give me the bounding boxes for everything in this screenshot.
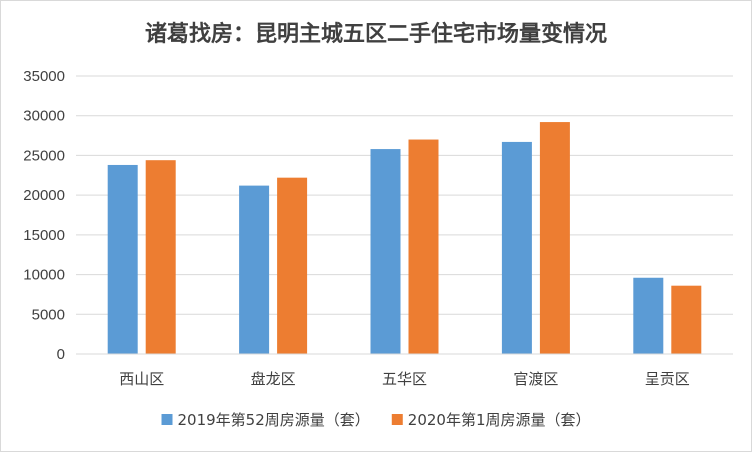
bar-series-2020-3: [539, 122, 570, 354]
bar-series-2020-4: [671, 285, 702, 354]
legend-label: 2019年第52周房源量（套）: [178, 411, 370, 429]
x-category-label: 五华区: [382, 370, 427, 388]
legend-item: 2020年第1周房源量（套）: [391, 411, 591, 429]
bar-series-2019-0: [107, 164, 138, 354]
y-axis-tick-labels: 0 5000 10000 15000 20000 25000 30000 35000: [23, 68, 65, 363]
bar-series-2019-2: [370, 149, 401, 354]
x-category-label: 官渡区: [513, 370, 558, 388]
x-category-label: 呈贡区: [645, 370, 690, 388]
y-tick-label: 35000: [23, 68, 65, 85]
legend-label: 2020年第1周房源量（套）: [408, 411, 591, 429]
bar-series-2020-1: [277, 177, 308, 354]
y-tick-label: 5000: [32, 306, 65, 323]
bar-series-2019-1: [239, 185, 270, 354]
y-tick-label: 25000: [23, 147, 65, 164]
legend-item: 2019年第52周房源量（套）: [161, 411, 370, 429]
bar-series-2019-3: [501, 141, 532, 354]
bar-series-2019-4: [633, 277, 664, 354]
y-tick-label: 15000: [23, 227, 65, 244]
bars: [107, 122, 702, 354]
x-axis-category-labels: 西山区 盘龙区 五华区 官渡区 呈贡区: [119, 370, 690, 388]
gridlines: [76, 75, 733, 315]
y-tick-label: 30000: [23, 108, 65, 125]
x-category-label: 盘龙区: [251, 370, 296, 388]
y-tick-label: 10000: [23, 267, 65, 284]
bar-series-2020-2: [408, 139, 439, 354]
legend-swatch: [161, 414, 173, 425]
y-tick-label: 0: [57, 346, 65, 363]
chart-title: 诸葛找房：昆明主城五区二手住宅市场量变情况: [145, 21, 607, 47]
bar-series-2020-0: [145, 160, 176, 354]
legend: 2019年第52周房源量（套） 2020年第1周房源量（套）: [161, 411, 591, 429]
legend-swatch: [391, 414, 403, 425]
y-tick-label: 20000: [23, 187, 65, 204]
x-category-label: 西山区: [119, 370, 164, 388]
